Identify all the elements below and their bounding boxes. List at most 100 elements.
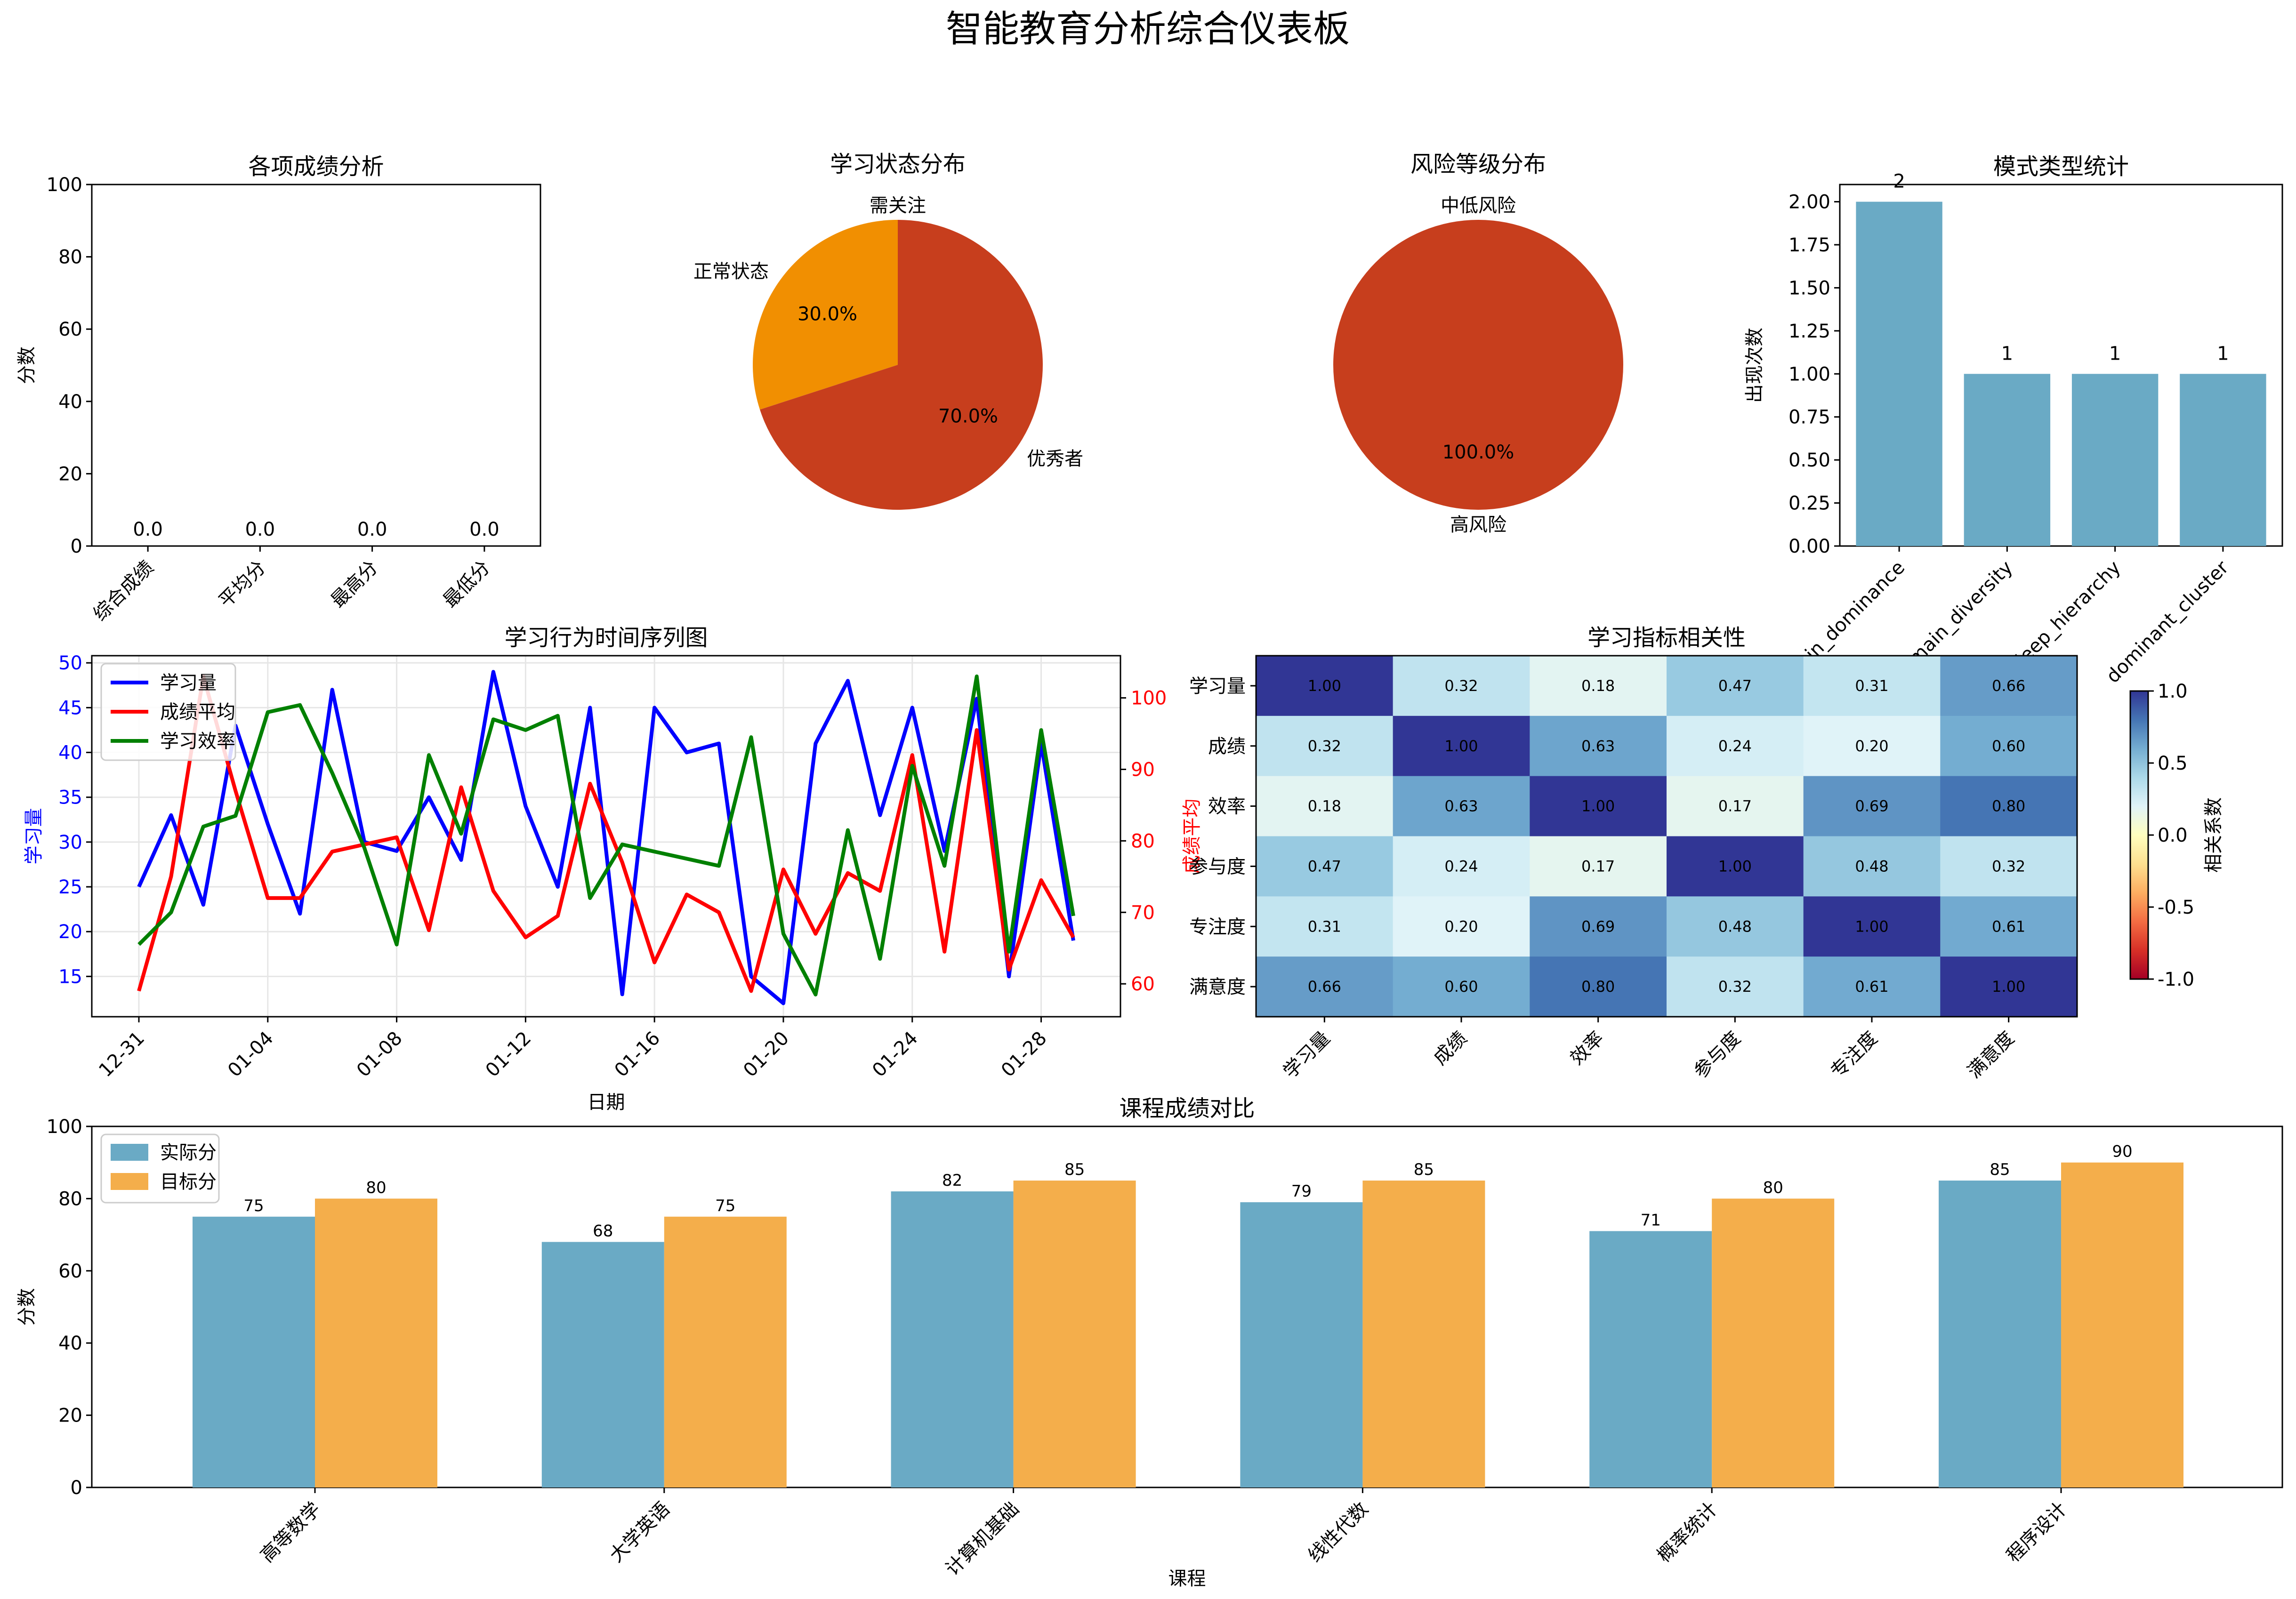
heatmap-cell (1940, 956, 2078, 1017)
chart-title: 学习指标相关性 (1587, 625, 1746, 651)
pie-percent-label: 70.0% (938, 406, 998, 427)
pie-slice-label: 正常状态 (693, 261, 769, 282)
y-tick-label: 0.00 (1788, 536, 1830, 557)
bar-value-label: 75 (243, 1197, 264, 1215)
right-y-tick-label: 80 (1131, 830, 1155, 852)
heatmap-row-label: 效率 (1208, 796, 1246, 818)
y-tick-label: 60 (58, 1261, 82, 1282)
y-tick-label: 15 (58, 966, 82, 988)
chart-title: 学习行为时间序列图 (504, 625, 708, 651)
heatmap-value: 0.69 (1581, 917, 1615, 935)
bar-value-label: 0.0 (245, 519, 275, 540)
heatmap-cell (1393, 896, 1530, 957)
x-tick-label: 01-16 (611, 1028, 665, 1082)
heatmap-frame (1255, 655, 2078, 1018)
heatmap-value: 0.61 (1992, 917, 2025, 935)
heatmap-value: 1.00 (1581, 797, 1615, 815)
heatmap-cell (1667, 956, 1804, 1017)
y-tick-label: 0 (71, 536, 82, 557)
y-tick-label: 1.25 (1788, 321, 1830, 342)
score-analysis-chart: 各项成绩分析 0 20 40 60 80 100 分数 0.0 综合成绩 0.0 平均分 0.0 最高分 0… (16, 153, 541, 626)
heatmap-cell (1940, 896, 2078, 957)
course-bar (891, 1191, 1014, 1487)
y-tick-label: 100 (47, 174, 82, 196)
bar-value-label: 1 (2109, 343, 2121, 364)
colorbar-tick-label: -1.0 (2158, 969, 2194, 990)
y-tick-label: 35 (58, 787, 82, 809)
heatmap-value: 0.80 (1992, 797, 2025, 815)
heatmap-cell (1530, 896, 1667, 957)
x-tick-label: 计算机基础 (942, 1498, 1023, 1580)
course-bar (1240, 1202, 1363, 1487)
legend-label: 实际分 (160, 1142, 217, 1164)
heatmap-cell (1256, 656, 1394, 716)
heatmap-value: 1.00 (1718, 857, 1752, 875)
right-y-tick-label: 60 (1131, 973, 1155, 995)
pie-slice-label: 高风险 (1450, 514, 1506, 536)
x-tick-label: 综合成绩 (89, 557, 158, 626)
heatmap-cell (1530, 956, 1667, 1017)
x-tick-label: 01-20 (739, 1028, 793, 1082)
heatmap-value: 0.32 (1992, 857, 2025, 875)
y-axis-label: 学习量 (23, 808, 45, 865)
bar-value-label: 0.0 (357, 519, 387, 540)
course-bar (193, 1216, 315, 1487)
y-tick-label: 45 (58, 697, 82, 719)
heatmap-cell (1803, 836, 1941, 897)
x-tick-label: 高等数学 (256, 1498, 325, 1567)
legend-label: 目标分 (160, 1171, 217, 1193)
bar-value-label: 75 (715, 1197, 735, 1215)
series-line (137, 675, 1075, 996)
heatmap-cell (1803, 896, 1941, 957)
legend-swatch (111, 1173, 148, 1190)
pie-percent-label: 30.0% (798, 303, 857, 325)
dashboard-title: 智能教育分析综合仪表板 (946, 8, 1350, 50)
heatmap-value: 0.24 (1718, 737, 1752, 755)
y-tick-label: 1.50 (1788, 277, 1830, 299)
bar-value-label: 85 (1064, 1160, 1085, 1179)
heatmap-value: 1.00 (1444, 737, 1478, 755)
heatmap-cell (1667, 896, 1804, 957)
bar-value-label: 90 (2112, 1142, 2132, 1161)
colorbar-tick-label: -0.5 (2158, 897, 2194, 918)
right-y-tick-label: 100 (1131, 688, 1167, 709)
heatmap-cell (1667, 656, 1804, 716)
heatmap-cell (1530, 776, 1667, 836)
heatmap-value: 0.48 (1855, 857, 1888, 875)
pattern-type-bar-chart: 模式类型统计 0.00 0.25 0.50 0.75 1.00 1.25 1.50 1.75 2.… (1744, 153, 2283, 702)
axes-frame (91, 1125, 2283, 1488)
heatmap-value: 0.63 (1581, 737, 1615, 755)
pie-slice-label: 中低风险 (1441, 195, 1516, 217)
heatmap-row-label: 参与度 (1189, 856, 1246, 877)
heatmap-cell (1667, 836, 1804, 897)
heatmap-cell (1393, 715, 1530, 777)
heatmap-value: 0.80 (1581, 978, 1615, 996)
heatmap-cell (1256, 836, 1394, 897)
heatmap-value: 1.00 (1855, 917, 1888, 935)
heatmap-row-label: 专注度 (1189, 916, 1246, 938)
colorbar-tick-label: 1.0 (2158, 681, 2188, 702)
legend-swatch (111, 1144, 148, 1161)
colorbar-tick-label: 0.5 (2158, 753, 2188, 774)
course-bar (1589, 1231, 1712, 1487)
heatmap-cell (1256, 956, 1394, 1017)
course-bar (2061, 1162, 2183, 1487)
heatmap-value: 0.20 (1855, 737, 1888, 755)
axes-frame (1839, 184, 2283, 547)
y-tick-label: 20 (58, 1405, 82, 1427)
heatmap-value: 0.66 (1308, 978, 1341, 996)
pie-slice (760, 220, 1043, 510)
heatmap-value: 0.61 (1855, 978, 1888, 996)
course-bar (1712, 1198, 1835, 1487)
heatmap-cell (1940, 715, 2078, 777)
bar-value-label: 1 (2001, 343, 2013, 364)
bar-value-label: 0.0 (469, 519, 499, 540)
bar-value-label: 80 (1763, 1178, 1783, 1197)
y-tick-label: 60 (58, 319, 82, 340)
y-tick-label: 0.50 (1788, 450, 1830, 471)
heatmap-cell (1803, 956, 1941, 1017)
